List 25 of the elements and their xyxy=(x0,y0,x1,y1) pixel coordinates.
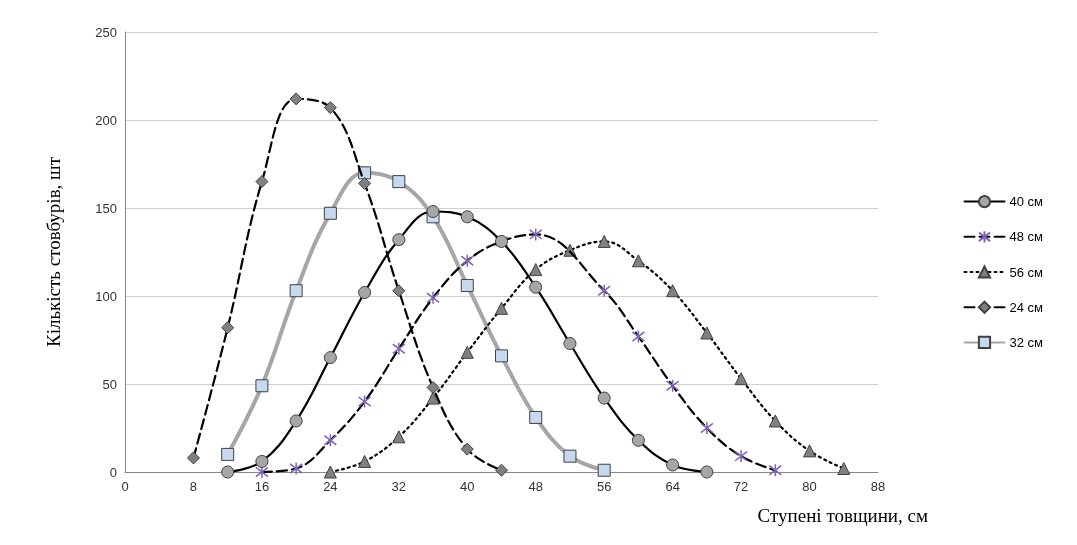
legend-label: 48 см xyxy=(1009,229,1044,245)
y-tick-label: 150 xyxy=(95,200,117,216)
x-tick-label: 24 xyxy=(323,479,338,494)
y-tick-label: 50 xyxy=(102,376,117,392)
y-tick-label: 200 xyxy=(95,112,117,128)
legend-label: 56 см xyxy=(1009,264,1044,280)
x-tick-label: 72 xyxy=(733,479,749,494)
y-tick-label: 0 xyxy=(109,464,117,480)
legend-label: 24 см xyxy=(1009,299,1044,315)
x-tick-label: 64 xyxy=(665,479,680,494)
y-axis-title: Кількість стовбурів, шт xyxy=(43,156,64,348)
x-axis-title: Ступені товщини, см xyxy=(757,505,928,526)
x-tick-label: 32 xyxy=(391,479,407,494)
x-tick-label: 88 xyxy=(870,479,886,494)
x-tick-label: 16 xyxy=(254,479,270,494)
legend-label: 32 см xyxy=(1009,334,1044,350)
x-tick-label: 80 xyxy=(802,479,817,494)
x-tick-label: 48 xyxy=(528,479,543,494)
y-tick-label: 250 xyxy=(95,24,117,40)
x-tick-label: 0 xyxy=(121,479,129,494)
x-tick-label: 8 xyxy=(189,479,198,494)
x-tick-label: 40 xyxy=(460,479,475,494)
legend-label: 40 см xyxy=(1009,194,1044,210)
x-tick-label: 56 xyxy=(596,479,612,494)
y-tick-label: 100 xyxy=(95,288,117,304)
